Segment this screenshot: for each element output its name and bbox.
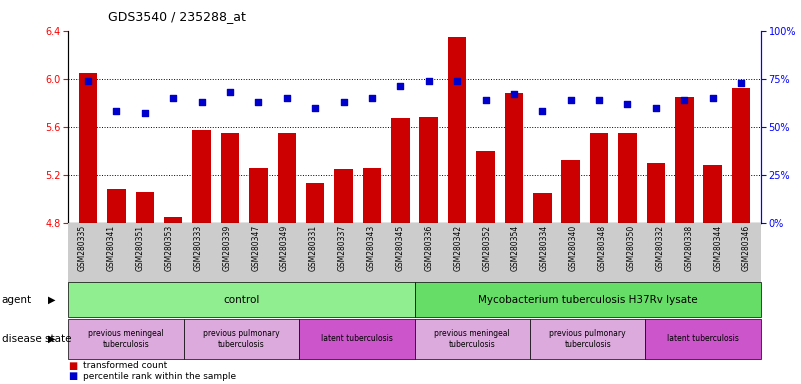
Bar [135, 192, 154, 223]
Bar [505, 93, 523, 223]
Point [479, 97, 492, 103]
Point [337, 99, 350, 105]
Text: GSM280335: GSM280335 [78, 225, 87, 271]
Point [451, 78, 464, 84]
Text: GSM280346: GSM280346 [742, 225, 751, 271]
Bar [192, 130, 211, 223]
Text: agent: agent [2, 295, 32, 305]
Text: GSM280341: GSM280341 [107, 225, 116, 271]
Point [422, 78, 435, 84]
Bar [164, 217, 183, 223]
Text: GSM280339: GSM280339 [223, 225, 231, 271]
Text: GSM280331: GSM280331 [309, 225, 318, 271]
Point [252, 99, 265, 105]
Text: GSM280351: GSM280351 [135, 225, 145, 271]
Point [195, 99, 208, 105]
Text: control: control [223, 295, 260, 305]
Point [593, 97, 606, 103]
Text: previous meningeal
tuberculosis: previous meningeal tuberculosis [434, 329, 510, 349]
Text: GSM280349: GSM280349 [280, 225, 289, 271]
Point [536, 108, 549, 114]
Bar [703, 165, 722, 223]
Text: GSM280347: GSM280347 [252, 225, 260, 271]
Text: latent tuberculosis: latent tuberculosis [667, 334, 739, 343]
Point [139, 110, 151, 116]
Text: transformed count: transformed count [83, 361, 167, 370]
Bar [107, 189, 126, 223]
Bar [477, 151, 495, 223]
Bar [221, 133, 239, 223]
Text: previous pulmonary
tuberculosis: previous pulmonary tuberculosis [549, 329, 626, 349]
Text: GSM280348: GSM280348 [598, 225, 606, 271]
Bar [391, 118, 409, 223]
Text: GSM280353: GSM280353 [165, 225, 174, 271]
Point [564, 97, 577, 103]
Bar [249, 167, 268, 223]
Point [167, 95, 179, 101]
Text: GSM280352: GSM280352 [482, 225, 491, 271]
Bar [562, 161, 580, 223]
Bar [334, 169, 352, 223]
Text: previous meningeal
tuberculosis: previous meningeal tuberculosis [88, 329, 163, 349]
Text: GSM280336: GSM280336 [425, 225, 433, 271]
Text: GDS3540 / 235288_at: GDS3540 / 235288_at [108, 10, 246, 23]
Point [735, 79, 747, 86]
Bar [306, 183, 324, 223]
Text: GSM280354: GSM280354 [511, 225, 520, 271]
Bar [590, 133, 608, 223]
Point [110, 108, 123, 114]
Point [82, 78, 95, 84]
Point [280, 95, 293, 101]
Point [365, 95, 378, 101]
Text: percentile rank within the sample: percentile rank within the sample [83, 372, 235, 381]
Bar [420, 117, 438, 223]
Text: ▶: ▶ [48, 295, 55, 305]
Text: GSM280350: GSM280350 [626, 225, 635, 271]
Text: GSM280340: GSM280340 [569, 225, 578, 271]
Bar [675, 97, 694, 223]
Text: GSM280342: GSM280342 [453, 225, 462, 271]
Bar [618, 133, 637, 223]
Bar [78, 73, 97, 223]
Bar [732, 88, 751, 223]
Text: Mycobacterium tuberculosis H37Rv lysate: Mycobacterium tuberculosis H37Rv lysate [478, 295, 698, 305]
Point [508, 91, 521, 97]
Bar [533, 193, 552, 223]
Text: ▶: ▶ [48, 334, 55, 344]
Text: GSM280345: GSM280345 [396, 225, 405, 271]
Text: disease state: disease state [2, 334, 71, 344]
Bar [448, 37, 466, 223]
Text: latent tuberculosis: latent tuberculosis [321, 334, 392, 343]
Point [678, 97, 690, 103]
Point [706, 95, 719, 101]
Text: GSM280334: GSM280334 [540, 225, 549, 271]
Bar [277, 133, 296, 223]
Text: GSM280344: GSM280344 [713, 225, 723, 271]
Bar [646, 163, 665, 223]
Text: GSM280338: GSM280338 [684, 225, 694, 271]
Text: GSM280333: GSM280333 [194, 225, 203, 271]
Bar [363, 167, 381, 223]
Text: GSM280343: GSM280343 [367, 225, 376, 271]
Text: ■: ■ [68, 371, 78, 381]
Text: GSM280337: GSM280337 [338, 225, 347, 271]
Text: GSM280332: GSM280332 [655, 225, 664, 271]
Point [308, 104, 321, 111]
Text: ■: ■ [68, 361, 78, 371]
Point [650, 104, 662, 111]
Text: previous pulmonary
tuberculosis: previous pulmonary tuberculosis [203, 329, 280, 349]
Point [621, 101, 634, 107]
Point [394, 83, 407, 89]
Point [223, 89, 236, 95]
